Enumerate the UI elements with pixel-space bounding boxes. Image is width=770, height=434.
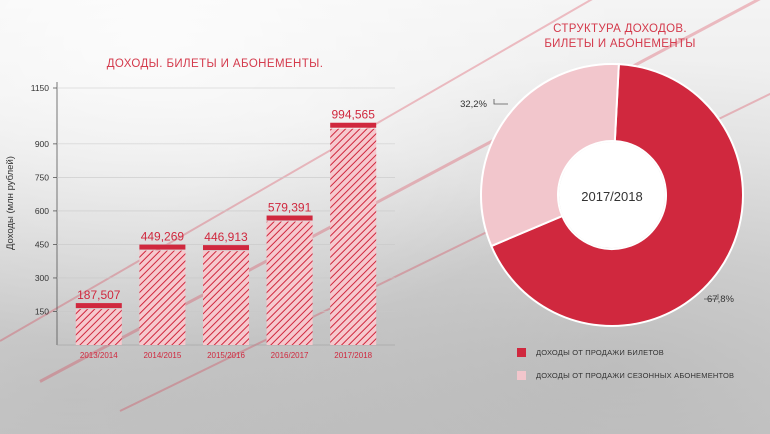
donut-chart-title: СТРУКТУРА ДОХОДОВ. БИЛЕТЫ И АБОНЕМЕНТЫ — [520, 22, 720, 52]
x-tick-label: 2014/2015 — [143, 351, 181, 360]
bar-chart-title: ДОХОДЫ. БИЛЕТЫ И АБОНЕМЕНТЫ. — [106, 58, 324, 70]
bar-value-label: 994,565 — [332, 108, 376, 122]
legend-item-season: ДОХОДЫ ОТ ПРОДАЖИ СЕЗОННЫХ АБОНЕМЕНТОВ — [517, 369, 734, 382]
y-tick-label: 450 — [35, 239, 49, 249]
donut-title-line2: БИЛЕТЫ И АБОНЕМЕНТЫ — [544, 38, 696, 50]
x-tick-label: 2017/2018 — [334, 351, 372, 360]
bar-value-label: 446,913 — [204, 230, 248, 244]
y-tick-label: 1150 — [31, 83, 50, 93]
bar-value-label: 449,269 — [141, 230, 185, 244]
y-tick-label: 750 — [35, 172, 49, 182]
y-tick-label: 900 — [35, 139, 49, 149]
y-tick-label: 600 — [35, 206, 49, 216]
legend-item-tickets: ДОХОДЫ ОТ ПРОДАЖИ БИЛЕТОВ — [517, 346, 734, 359]
bar-cap — [203, 245, 249, 251]
legend-label-tickets: ДОХОДЫ ОТ ПРОДАЖИ БИЛЕТОВ — [536, 348, 664, 357]
donut-legend: ДОХОДЫ ОТ ПРОДАЖИ БИЛЕТОВ ДОХОДЫ ОТ ПРОД… — [517, 346, 734, 392]
y-axis-label: Доходы (млн рублей) — [5, 156, 16, 250]
bar-cap — [330, 122, 377, 128]
bar-value-label: 187,507 — [77, 288, 121, 302]
bar-cap — [139, 244, 186, 250]
bar-cap — [266, 215, 313, 221]
y-tick-label: 150 — [35, 306, 49, 316]
bar — [266, 221, 313, 345]
bar — [75, 309, 122, 345]
bar-value-label: 579,391 — [268, 201, 312, 215]
x-tick-label: 2013/2014 — [80, 351, 118, 360]
y-tick-label: 300 — [35, 273, 49, 283]
x-tick-label: 2015/2016 — [207, 351, 245, 360]
x-tick-label: 2016/2017 — [271, 351, 309, 360]
donut-title-line1: СТРУКТУРА ДОХОДОВ. — [553, 23, 687, 35]
legend-swatch-tickets — [517, 348, 526, 357]
legend-label-season: ДОХОДЫ ОТ ПРОДАЖИ СЕЗОННЫХ АБОНЕМЕНТОВ — [536, 371, 735, 380]
bar — [330, 128, 377, 345]
legend-swatch-season — [517, 371, 526, 380]
bar — [203, 251, 249, 345]
bar — [139, 250, 186, 345]
bar-cap — [75, 303, 122, 309]
